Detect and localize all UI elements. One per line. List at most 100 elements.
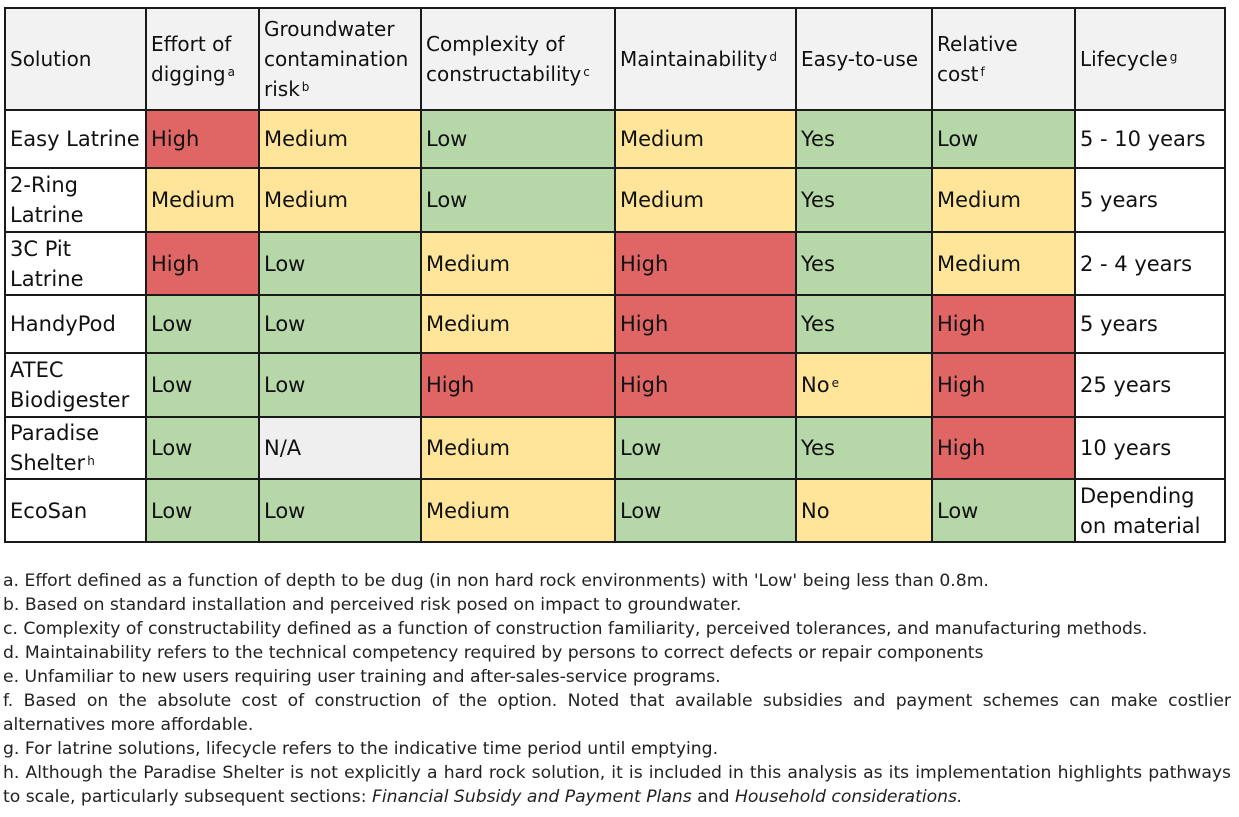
cell-solution: 3C Pit Latrine [4,231,147,296]
cell-solution: HandyPod [4,294,147,354]
effort-rating: Low [151,498,193,523]
cost-rating: Medium [937,251,1021,276]
cell-effort: Low [145,478,260,543]
maintainability-rating: Low [620,498,662,523]
footnotes: a. Effort defined as a function of depth… [3,569,1231,809]
cell-cost: High [931,416,1076,480]
cell-maintainability: Low [614,416,797,480]
effort-rating: Low [151,312,193,336]
footnote-h-text: h. Although the Paradise Shelter is not … [3,763,1231,807]
cell-effort: Medium [145,167,260,233]
easy-rating: Yes [801,251,835,276]
cell-groundwater: N/A [258,416,422,480]
cell-maintainability: Medium [614,109,797,169]
maintainability-rating: High [620,312,669,336]
cost-rating: Medium [937,188,1021,212]
effort-rating: Low [151,373,193,397]
effort-rating: Medium [151,188,235,212]
cell-easy: No e [795,352,933,418]
groundwater-rating: Medium [264,127,348,151]
cell-cost: Medium [931,231,1076,296]
table-row: Paradise Shelter h Low N/A Medium Low Yes High 1… [4,416,1226,480]
cell-groundwater: Low [258,294,422,354]
effort-rating: High [151,127,200,151]
cell-lifecycle: 2 - 4 years [1074,231,1226,296]
lifecycle-value: 25 years [1080,373,1172,397]
complexity-rating: Medium [426,436,510,460]
effort-rating: Low [151,436,193,460]
cell-maintainability: High [614,294,797,354]
footnote-d: d. Maintainability refers to the technic… [3,643,984,663]
cell-complexity: Medium [420,478,616,543]
groundwater-rating: Low [264,251,306,276]
table-row: HandyPod Low Low Medium High Yes High 5 years [4,294,1226,354]
column-header-groundwater: Groundwater contamination risk b [258,7,422,111]
cell-lifecycle: 10 years [1074,416,1226,480]
cell-groundwater: Low [258,352,422,418]
lifecycle-value: Depending on material [1080,483,1201,538]
cell-complexity: Low [420,167,616,233]
comparison-table: Solution Effort of digging a Groundwater co… [4,7,1226,543]
cell-effort: High [145,109,260,169]
column-header-easy: Easy-to-use [795,7,933,111]
easy-rating: Yes [801,436,835,460]
column-header-effort: Effort of digging a [145,7,260,111]
cell-maintainability: Low [614,478,797,543]
cost-rating: Low [937,127,979,151]
cell-complexity: Medium [420,294,616,354]
cell-easy: No [795,478,933,543]
solution-name: 3C Pit Latrine [10,236,84,291]
footnote-f: f. Based on the absolute cost of constru… [3,691,1231,735]
cell-cost: Medium [931,167,1076,233]
cell-effort: High [145,231,260,296]
column-header-complexity: Complexity of constructability c [420,7,616,111]
maintainability-rating: High [620,373,669,397]
solution-name: ATEC Biodigester [10,358,130,412]
footnote-marker: e [831,376,839,390]
footnote-marker: d [769,50,777,64]
easy-rating: No [801,498,830,523]
column-header-label: Relative cost [937,32,1018,86]
column-header-label: Maintainability [620,47,768,71]
column-header-solution: Solution [4,7,147,111]
column-header-label: Easy-to-use [801,47,919,71]
column-header-label: Solution [10,47,92,71]
footnote-marker: f [980,65,985,79]
table-row: 3C Pit Latrine High Low Medium High Yes Medium… [4,231,1226,296]
solution-name: EcoSan [10,498,88,523]
effort-rating: High [151,251,200,276]
easy-rating: Yes [801,312,835,336]
footnote-g: g. For latrine solutions, lifecycle refe… [3,739,719,759]
cell-cost: Low [931,478,1076,543]
cell-maintainability: High [614,352,797,418]
column-header-lifecycle: Lifecycle g [1074,7,1226,111]
maintainability-rating: Medium [620,188,704,212]
cell-lifecycle: 5 years [1074,294,1226,354]
cell-groundwater: Medium [258,167,422,233]
footnote-h-section-household: Household considerations. [734,787,963,807]
table-row: EcoSan Low Low Medium Low No Low Depending on m… [4,478,1226,543]
footnote-h-and: and [691,787,735,807]
cell-solution: ATEC Biodigester [4,352,147,418]
cost-rating: High [937,373,986,397]
complexity-rating: Low [426,188,468,212]
footnote-marker: b [301,80,310,94]
column-header-label: Groundwater contamination risk [264,17,409,101]
footnote-h-section-financial: Financial Subsidy and Payment Plans [371,787,692,807]
cell-easy: Yes [795,231,933,296]
easy-rating: Yes [801,188,835,212]
cell-maintainability: Medium [614,167,797,233]
cell-solution: Paradise Shelter h [4,416,147,480]
cell-complexity: Medium [420,231,616,296]
header-row: Solution Effort of digging a Groundwater co… [4,7,1226,111]
cell-easy: Yes [795,109,933,169]
footnote-h: h. Although the Paradise Shelter is not … [3,761,1231,809]
column-header-label: Complexity of constructability [426,32,582,86]
lifecycle-value: 5 years [1080,312,1158,336]
groundwater-rating: Low [264,312,306,336]
cell-groundwater: Low [258,478,422,543]
cell-cost: High [931,294,1076,354]
lifecycle-value: 10 years [1080,436,1172,460]
solution-name: Paradise Shelter [10,421,100,475]
cell-lifecycle: 5 - 10 years [1074,109,1226,169]
